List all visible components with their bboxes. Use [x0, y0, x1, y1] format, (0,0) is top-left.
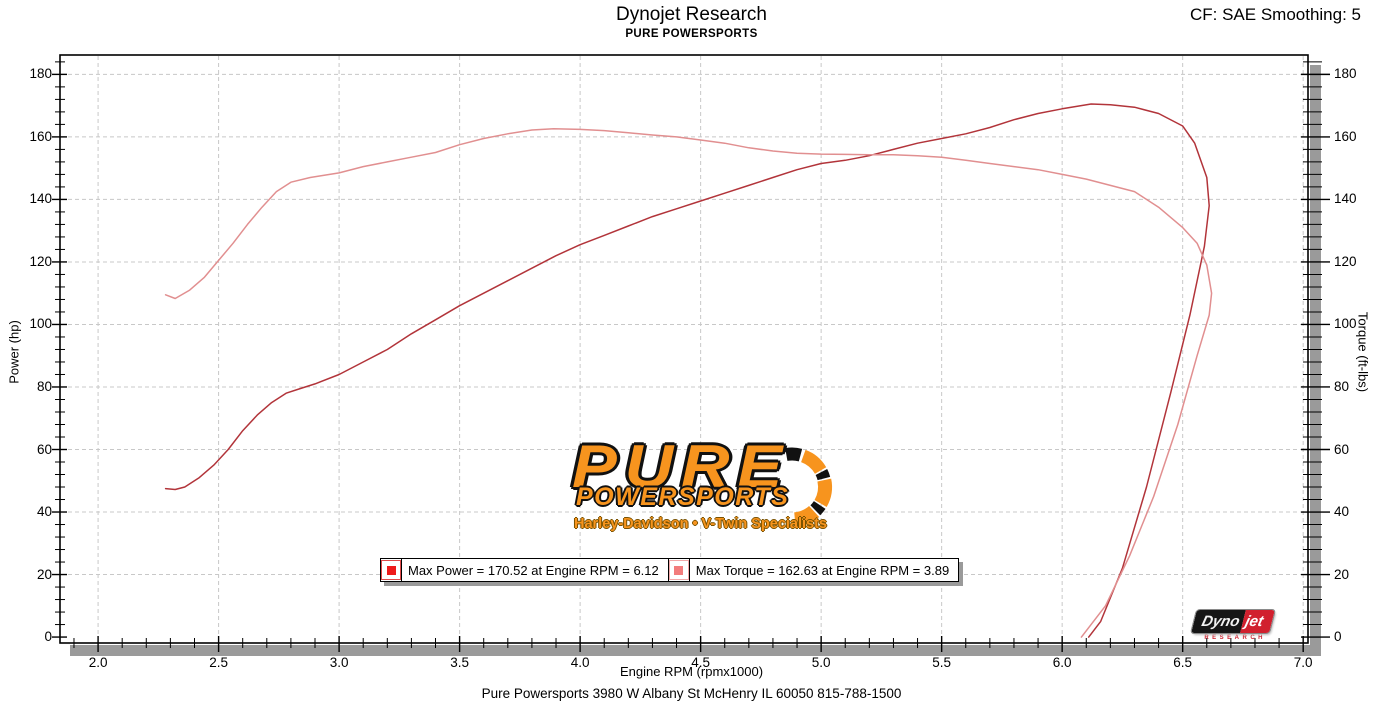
- max-torque-label: Max Torque = 162.63 at Engine RPM = 3.89: [695, 562, 950, 578]
- right-axis-title: Torque (ft-lbs): [1355, 311, 1371, 393]
- tick-label: 100: [1334, 316, 1357, 332]
- tick-label: 120: [1334, 253, 1357, 269]
- logo-word-powersports: POWERSPORTS: [576, 482, 790, 511]
- logo-word-pure: PURE: [572, 433, 791, 500]
- power-series-marker-cell: [381, 559, 402, 581]
- tick-label: 40: [36, 504, 52, 520]
- tick-label: 2.5: [209, 655, 228, 670]
- dynojet-logo: Dyno jet RESEARCH: [1191, 610, 1275, 641]
- tick-label: 4.0: [570, 655, 590, 670]
- tick-label: 100: [29, 316, 52, 332]
- smoothing-info: CF: SAE Smoothing: 5: [1189, 5, 1361, 24]
- dynojet-logo-jet: jet: [1239, 610, 1275, 633]
- page-subtitle: PURE POWERSPORTS: [625, 28, 758, 40]
- tick-label: 80: [36, 378, 52, 394]
- dynojet-logo-dyno: Dyno: [1191, 610, 1246, 633]
- dynojet-logo-band: Dyno jet: [1191, 610, 1275, 633]
- pure-powersports-logo: PURE POWERSPORTS Harley-Davidson • V-Twi…: [572, 437, 842, 543]
- tick-label: 20: [36, 566, 52, 582]
- tick-label: 3.5: [450, 655, 469, 670]
- tick-label: 80: [1334, 378, 1350, 394]
- x-axis-title: Engine RPM (rpmx1000): [619, 664, 764, 679]
- power-series-marker-icon: [381, 560, 401, 580]
- footer-address: Pure Powersports 3980 W Albany St McHenr…: [481, 686, 902, 701]
- max-power-label: Max Power = 170.52 at Engine RPM = 6.12: [402, 559, 669, 581]
- torque-series-marker-cell: [668, 559, 690, 581]
- left-axis-title: Power (hp): [6, 320, 22, 384]
- logo-tagline: Harley-Davidson • V-Twin Specialists: [574, 515, 827, 532]
- tick-label: 3.0: [329, 655, 349, 670]
- tick-label: 6.5: [1173, 655, 1193, 670]
- tick-label: 4.5: [691, 655, 711, 670]
- tick-label: 120: [29, 253, 52, 269]
- tick-label: 2.0: [88, 655, 108, 670]
- tachometer-gauge-icon: [785, 447, 833, 528]
- tick-label: 140: [1334, 191, 1357, 207]
- tick-label: 5.5: [932, 655, 952, 670]
- tick-label: 20: [1334, 566, 1350, 582]
- chart-legend: Max Power = 170.52 at Engine RPM = 6.12 …: [380, 558, 960, 582]
- tick-label: 60: [36, 441, 52, 457]
- tick-label: 160: [29, 128, 52, 144]
- page-title: Dynojet Research: [615, 4, 768, 25]
- tick-label: 140: [29, 191, 52, 207]
- tick-label: 5.0: [811, 655, 831, 670]
- tick-label: 7.0: [1293, 655, 1313, 670]
- tick-label: 60: [1334, 441, 1350, 457]
- tick-label: 0: [44, 629, 52, 645]
- tick-label: 40: [1334, 504, 1350, 520]
- tick-label: 6.0: [1052, 655, 1072, 670]
- torque-series-marker-icon: [668, 560, 689, 580]
- dynojet-logo-research: RESEARCH: [1204, 635, 1267, 641]
- tick-label: 180: [1334, 66, 1357, 82]
- tick-label: 0: [1334, 629, 1342, 645]
- tick-label: 180: [29, 66, 52, 82]
- tick-label: 160: [1334, 128, 1357, 144]
